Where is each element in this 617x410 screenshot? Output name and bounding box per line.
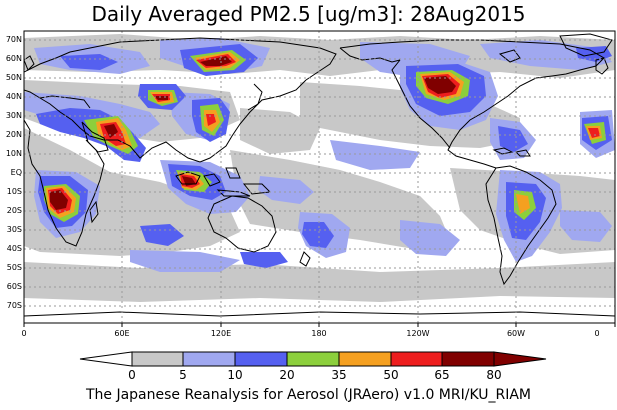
colorbar — [79, 351, 547, 367]
colorbar-segment-3 — [234, 351, 288, 367]
lat-label-20s: 20S — [6, 206, 22, 215]
lat-label-20n: 20N — [5, 130, 22, 139]
colorbar-segment-2 — [182, 351, 236, 367]
lat-label-10s: 10S — [6, 187, 22, 196]
graticule — [24, 31, 615, 323]
lat-label-10n: 10N — [5, 149, 22, 158]
colorbar-label-50: 50 — [383, 368, 399, 382]
lat-label-50s: 50S — [6, 263, 22, 272]
colorbar-segment-4 — [286, 351, 340, 367]
colorbar-segment-8 — [493, 351, 547, 367]
lat-label-70n: 70N — [5, 35, 22, 44]
lat-label-70s: 70S — [6, 301, 22, 310]
colorbar-label-0: 0 — [128, 368, 136, 382]
lat-label-50n: 50N — [5, 73, 22, 82]
lat-label-30s: 30S — [6, 225, 22, 234]
colorbar-label-10: 10 — [227, 368, 243, 382]
lat-label-eq: EQ — [10, 168, 22, 177]
colorbar-label-35: 35 — [331, 368, 347, 382]
lon-label-0-east: 0 — [594, 329, 600, 338]
colorbar-label-65: 65 — [434, 368, 450, 382]
lon-label-60e: 60E — [114, 329, 130, 338]
lat-label-40n: 40N — [5, 92, 22, 101]
map-title: Daily Averaged PM2.5 [ug/m3]: 28Aug2015 — [91, 2, 526, 26]
lon-label-0-west: 0 — [21, 329, 27, 338]
footer-credit: The Japanese Reanalysis for Aerosol (JRA… — [85, 387, 532, 403]
lon-label-180: 180 — [311, 329, 327, 338]
pm-band-maroon — [50, 56, 456, 210]
lat-label-30n: 30N — [5, 111, 22, 120]
lon-label-120e: 120E — [210, 329, 232, 338]
axis-ticks — [23, 323, 616, 327]
colorbar-segment-6 — [390, 351, 443, 367]
lon-label-60w: 60W — [506, 329, 526, 338]
colorbar-label-80: 80 — [486, 368, 502, 382]
lat-label-40s: 40S — [6, 244, 22, 253]
colorbar-segment-0 — [79, 351, 133, 367]
lon-label-120w: 120W — [406, 329, 430, 338]
colorbar-label-5: 5 — [179, 368, 187, 382]
colorbar-segment-1 — [131, 351, 184, 367]
colorbar-label-20: 20 — [279, 368, 295, 382]
colorbar-segment-5 — [338, 351, 392, 367]
lat-label-60s: 60S — [6, 282, 22, 291]
lat-label-60n: 60N — [5, 54, 22, 63]
colorbar-segment-7 — [441, 351, 495, 367]
